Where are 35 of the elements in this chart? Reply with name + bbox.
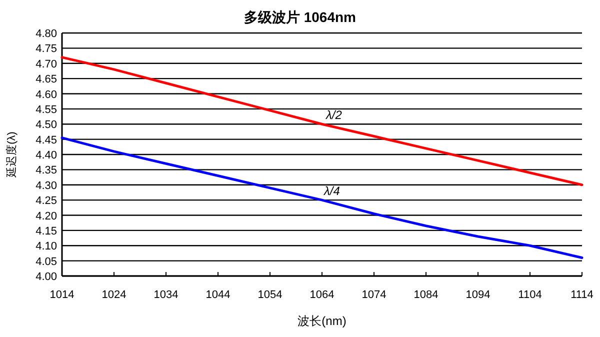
- y-tick-label: 4.10: [36, 240, 57, 253]
- x-tick-label: 1054: [258, 289, 282, 301]
- y-tick-label: 4.55: [36, 104, 57, 116]
- line-series: [60, 136, 584, 260]
- y-tick-label: 4.20: [36, 210, 57, 222]
- series-label: λ/2: [325, 108, 342, 122]
- series-label: λ/4: [323, 184, 340, 198]
- y-tick-label: 4.15: [36, 225, 57, 238]
- y-tick-label: 4.75: [36, 43, 57, 56]
- y-tick-label: 4.70: [36, 58, 57, 70]
- y-tick-label: 4.25: [36, 195, 57, 208]
- x-tick-label: 1034: [154, 289, 178, 301]
- y-tick-label: 4.60: [36, 88, 57, 101]
- x-tick-label: 1074: [362, 289, 386, 301]
- y-tick-label: 4.50: [36, 119, 57, 132]
- y-tick-label: 4.40: [36, 150, 57, 162]
- y-axis-title: 延迟度(λ): [5, 132, 18, 178]
- y-tick-label: 4.45: [36, 134, 57, 146]
- x-tick-label: 1024: [102, 289, 126, 301]
- x-tick-label: 1114: [570, 289, 594, 301]
- x-tick-label: 1094: [466, 289, 490, 301]
- y-tick-label: 4.00: [36, 271, 57, 283]
- y-tick-label: 4.30: [36, 180, 57, 192]
- y-tick-label: 4.65: [36, 74, 57, 86]
- line-series: [60, 56, 584, 186]
- x-tick-label: 1064: [310, 289, 334, 301]
- x-tick-label: 1014: [50, 289, 74, 301]
- x-tick-label: 1044: [206, 289, 230, 301]
- y-tick-label: 4.80: [36, 28, 57, 40]
- chart-title: 多级波片 1064nm: [244, 9, 356, 25]
- x-axis-title: 波长(nm): [298, 314, 346, 328]
- x-tick-label: 1104: [518, 289, 542, 301]
- y-tick-label: 4.05: [36, 256, 57, 268]
- y-tick-label: 4.35: [36, 164, 57, 177]
- x-tick-label: 1084: [414, 289, 438, 301]
